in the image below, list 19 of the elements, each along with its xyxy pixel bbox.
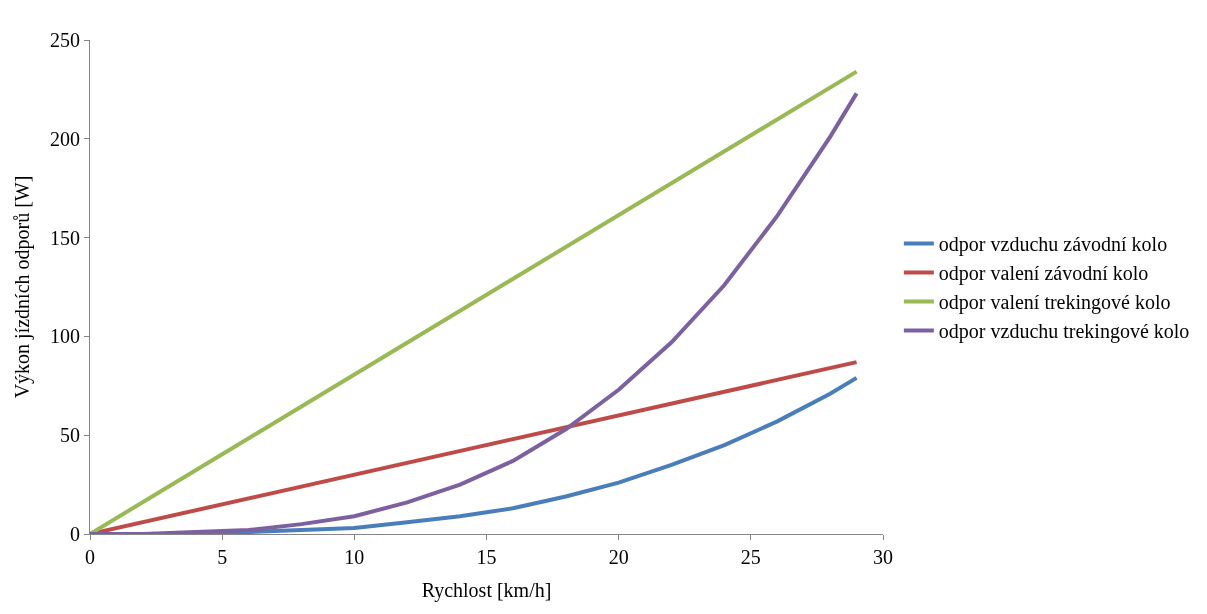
y-tick-label: 50 bbox=[60, 424, 80, 447]
legend-label: odpor vzduchu trekingové kolo bbox=[938, 320, 1190, 344]
y-tick-label: 250 bbox=[50, 29, 80, 51]
x-tick-label: 0 bbox=[85, 546, 95, 568]
x-tick-label: 5 bbox=[217, 546, 228, 568]
x-tick-label: 10 bbox=[344, 546, 365, 568]
x-tick-label: 25 bbox=[740, 546, 761, 568]
x-axis-title: Rychlost [km/h] bbox=[421, 578, 552, 602]
legend-label: odpor vzduchu závodní kolo bbox=[938, 233, 1168, 257]
y-tick-label: 0 bbox=[70, 523, 80, 545]
legend-label: odpor valení trekingové kolo bbox=[938, 291, 1171, 315]
x-tick-label: 30 bbox=[873, 546, 893, 568]
legend-label: odpor valení závodní kolo bbox=[938, 262, 1149, 286]
x-tick-label: 20 bbox=[608, 546, 629, 568]
x-tick-label: 15 bbox=[476, 546, 497, 568]
y-tick-label: 200 bbox=[50, 127, 80, 150]
y-tick-label: 100 bbox=[50, 325, 80, 348]
y-tick-label: 150 bbox=[50, 226, 80, 249]
y-axis-title: Výkon jízdních odporů [W] bbox=[10, 175, 34, 399]
